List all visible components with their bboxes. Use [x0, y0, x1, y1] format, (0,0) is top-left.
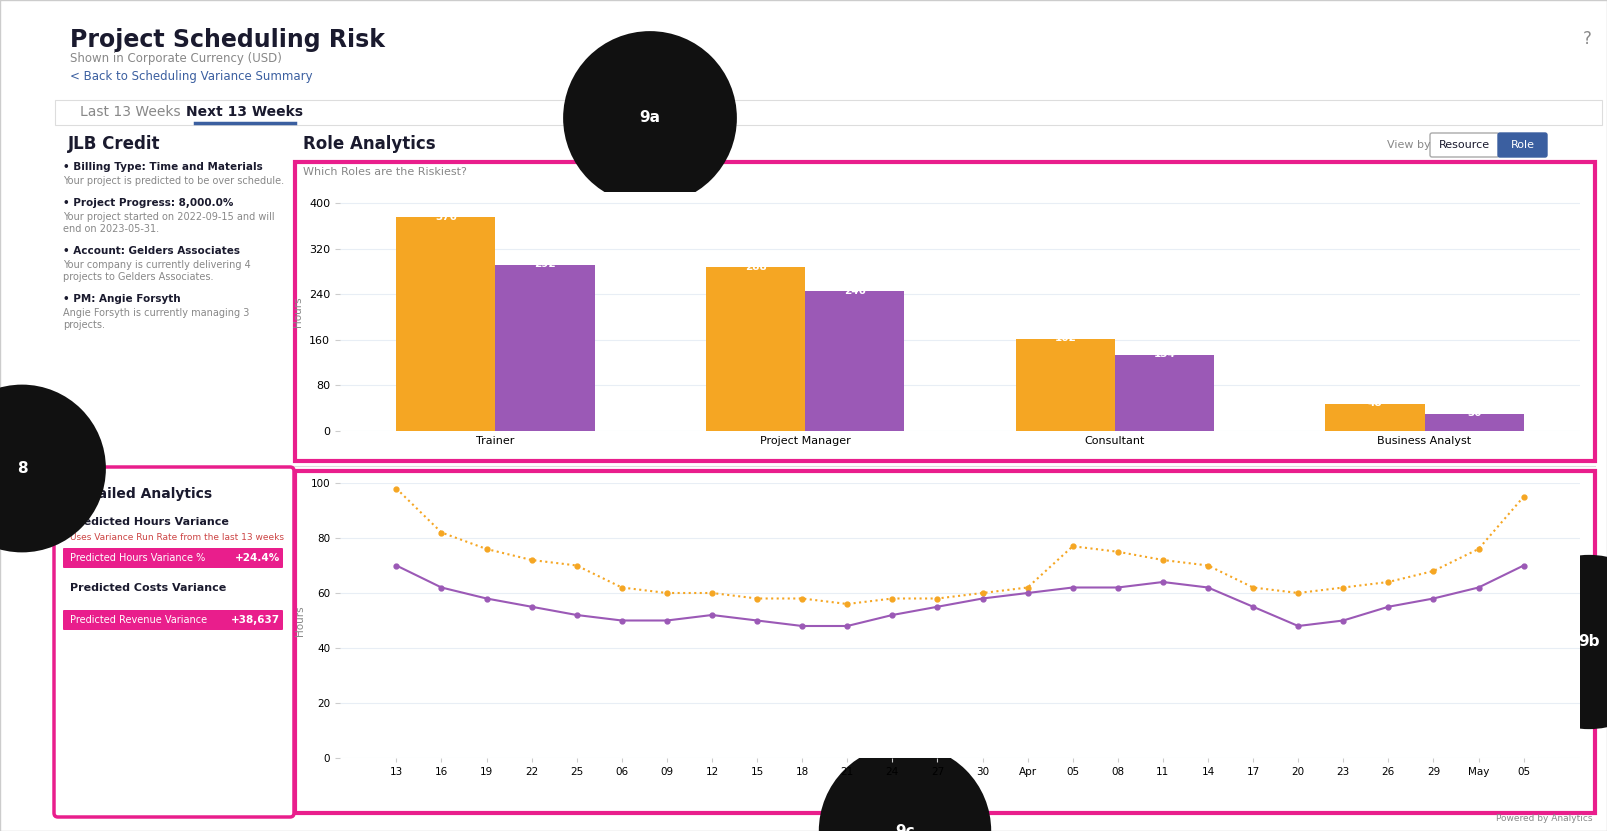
- Text: 134: 134: [1154, 349, 1175, 359]
- Text: • Billing Type: Time and Materials: • Billing Type: Time and Materials: [63, 162, 264, 172]
- Text: Your company is currently delivering 4: Your company is currently delivering 4: [63, 260, 251, 270]
- Text: 48: 48: [1368, 398, 1382, 408]
- Text: Resource: Resource: [1438, 140, 1490, 150]
- Text: 246: 246: [844, 286, 866, 296]
- Text: Which Roles are the Riskiest?: Which Roles are the Riskiest?: [304, 167, 468, 177]
- Text: Angie Forsyth is currently managing 3: Angie Forsyth is currently managing 3: [63, 308, 249, 318]
- Text: Uses Variance Run Rate from the last 13 weeks: Uses Variance Run Rate from the last 13 …: [71, 533, 284, 542]
- Text: projects.: projects.: [63, 320, 104, 330]
- Text: View by: View by: [1387, 140, 1430, 150]
- Text: < Back to Scheduling Variance Summary: < Back to Scheduling Variance Summary: [71, 70, 313, 83]
- Text: Project Scheduling Risk: Project Scheduling Risk: [71, 28, 386, 52]
- Text: +24.4%: +24.4%: [235, 553, 280, 563]
- Text: Shown in Corporate Currency (USD): Shown in Corporate Currency (USD): [71, 52, 281, 65]
- Y-axis label: Hours: Hours: [294, 296, 304, 327]
- Text: 9a: 9a: [640, 111, 660, 125]
- FancyBboxPatch shape: [296, 162, 1596, 461]
- Text: 376: 376: [435, 212, 456, 222]
- Text: projects to Gelders Associates.: projects to Gelders Associates.: [63, 272, 214, 282]
- Text: Predicted Revenue Variance: Predicted Revenue Variance: [71, 615, 207, 625]
- FancyBboxPatch shape: [63, 548, 283, 568]
- Text: +38,637: +38,637: [231, 615, 280, 625]
- Text: Predicted Costs Variance: Predicted Costs Variance: [71, 583, 227, 593]
- FancyBboxPatch shape: [55, 467, 294, 817]
- Text: Role Analytics: Role Analytics: [304, 135, 435, 153]
- Bar: [1326, 404, 1424, 431]
- Text: Your project is predicted to be over schedule.: Your project is predicted to be over sch…: [63, 176, 284, 186]
- Text: Last 13 Weeks: Last 13 Weeks: [80, 106, 180, 120]
- Text: 288: 288: [744, 262, 767, 272]
- Bar: [1016, 339, 1115, 431]
- Bar: [705, 267, 805, 431]
- Bar: [1115, 355, 1213, 431]
- Text: JLB Credit: JLB Credit: [67, 135, 161, 153]
- Text: ?: ?: [1583, 30, 1591, 48]
- Text: Next 13 Weeks: Next 13 Weeks: [186, 106, 304, 120]
- Bar: [805, 291, 905, 431]
- Text: Powered by Analytics: Powered by Analytics: [1496, 814, 1593, 823]
- Text: • Project Progress: 8,000.0%: • Project Progress: 8,000.0%: [63, 198, 233, 208]
- Bar: [1424, 414, 1523, 431]
- Text: Your project started on 2022-09-15 and will: Your project started on 2022-09-15 and w…: [63, 212, 275, 222]
- Text: Detailed Analytics: Detailed Analytics: [71, 487, 212, 501]
- Text: Predicted Hours Variance %: Predicted Hours Variance %: [71, 553, 206, 563]
- Text: end on 2023-05-31.: end on 2023-05-31.: [63, 224, 159, 234]
- Y-axis label: Hours: Hours: [296, 605, 305, 636]
- Text: • PM: Angie Forsyth: • PM: Angie Forsyth: [63, 294, 180, 304]
- FancyBboxPatch shape: [296, 471, 1596, 813]
- Text: • Account: Gelders Associates: • Account: Gelders Associates: [63, 246, 239, 256]
- Text: 9b: 9b: [1578, 635, 1599, 650]
- Text: 30: 30: [1467, 409, 1482, 419]
- Text: 162: 162: [1054, 333, 1077, 343]
- FancyBboxPatch shape: [63, 610, 283, 630]
- Bar: [397, 217, 495, 431]
- Text: 9c: 9c: [895, 824, 914, 831]
- FancyBboxPatch shape: [55, 100, 1602, 125]
- Text: 8: 8: [16, 461, 27, 476]
- Text: Role: Role: [1511, 140, 1535, 150]
- FancyBboxPatch shape: [1430, 133, 1499, 157]
- FancyBboxPatch shape: [1498, 133, 1548, 157]
- Bar: [495, 265, 595, 431]
- Text: Predicted Hours Variance: Predicted Hours Variance: [71, 517, 228, 527]
- Text: 292: 292: [534, 259, 556, 269]
